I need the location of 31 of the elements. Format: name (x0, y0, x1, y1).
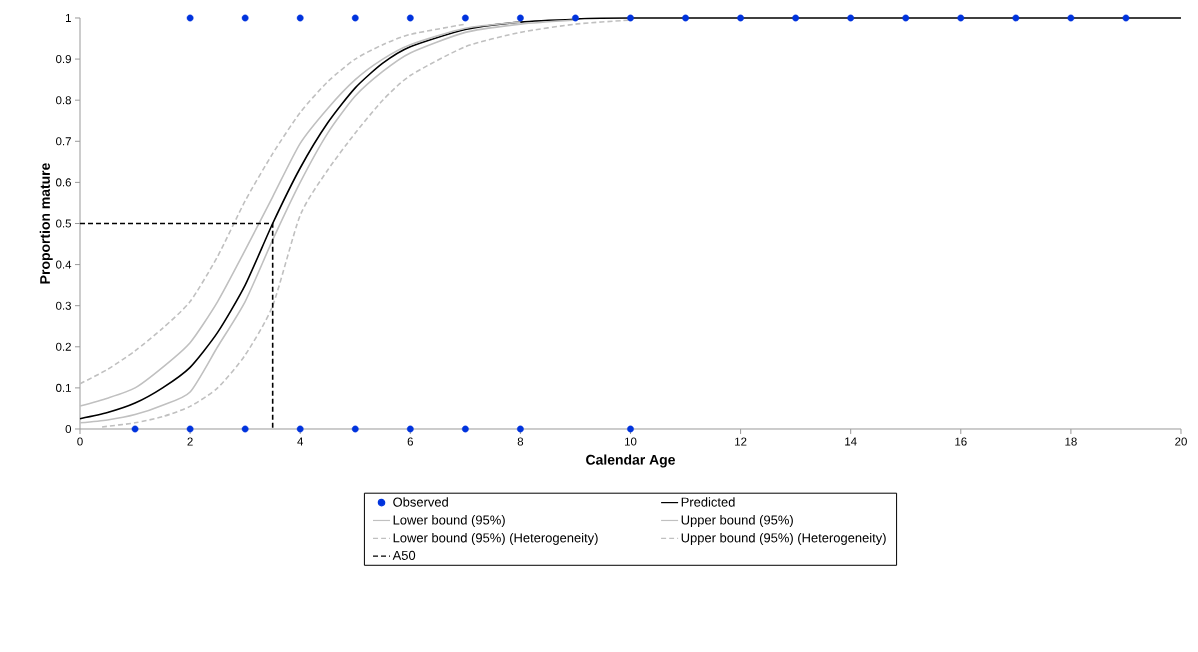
y-tick-label: 0 (65, 424, 72, 434)
x-tick-label: 20 (1175, 437, 1187, 446)
legend-label: Upper bound (95%) (681, 515, 793, 528)
y-tick-label: 0.2 (56, 342, 71, 351)
y-tick-label: 0.8 (56, 96, 71, 105)
legend-label: A50 (392, 550, 416, 560)
legend-label: Lower bound (95%) (Heterogeneity) (393, 532, 598, 545)
x-tick-label: 2 (187, 437, 193, 446)
x-tick-label: 14 (845, 437, 857, 446)
x-tick-label: 16 (955, 437, 967, 446)
x-tick-label: 8 (517, 437, 524, 446)
y-tick-label: 0.7 (56, 137, 71, 146)
legend-label: Observed (393, 497, 448, 507)
y-axis-title: Proportion mature (39, 163, 53, 284)
x-tick-label: 6 (407, 437, 413, 446)
legend-label: Upper bound (95%) (Heterogeneity) (681, 532, 886, 545)
legend-label: Predicted (681, 497, 735, 507)
x-tick-label: 4 (297, 437, 304, 446)
x-tick-label: 18 (1065, 437, 1077, 446)
x-tick-label: 12 (735, 437, 747, 446)
y-tick-label: 0.5 (56, 219, 72, 228)
y-tick-label: 1 (65, 14, 71, 22)
y-tick-label: 0.1 (56, 383, 71, 392)
x-tick-label: 10 (625, 437, 637, 446)
x-tick-label: 0 (77, 437, 83, 446)
y-tick-label: 0.4 (56, 260, 72, 269)
y-tick-label: 0.3 (56, 301, 71, 310)
x-axis-title: Calendar Age (586, 454, 675, 468)
y-tick-label: 0.6 (56, 178, 71, 187)
y-tick-label: 0.9 (56, 55, 71, 64)
legend-label: Lower bound (95%) (393, 515, 505, 528)
